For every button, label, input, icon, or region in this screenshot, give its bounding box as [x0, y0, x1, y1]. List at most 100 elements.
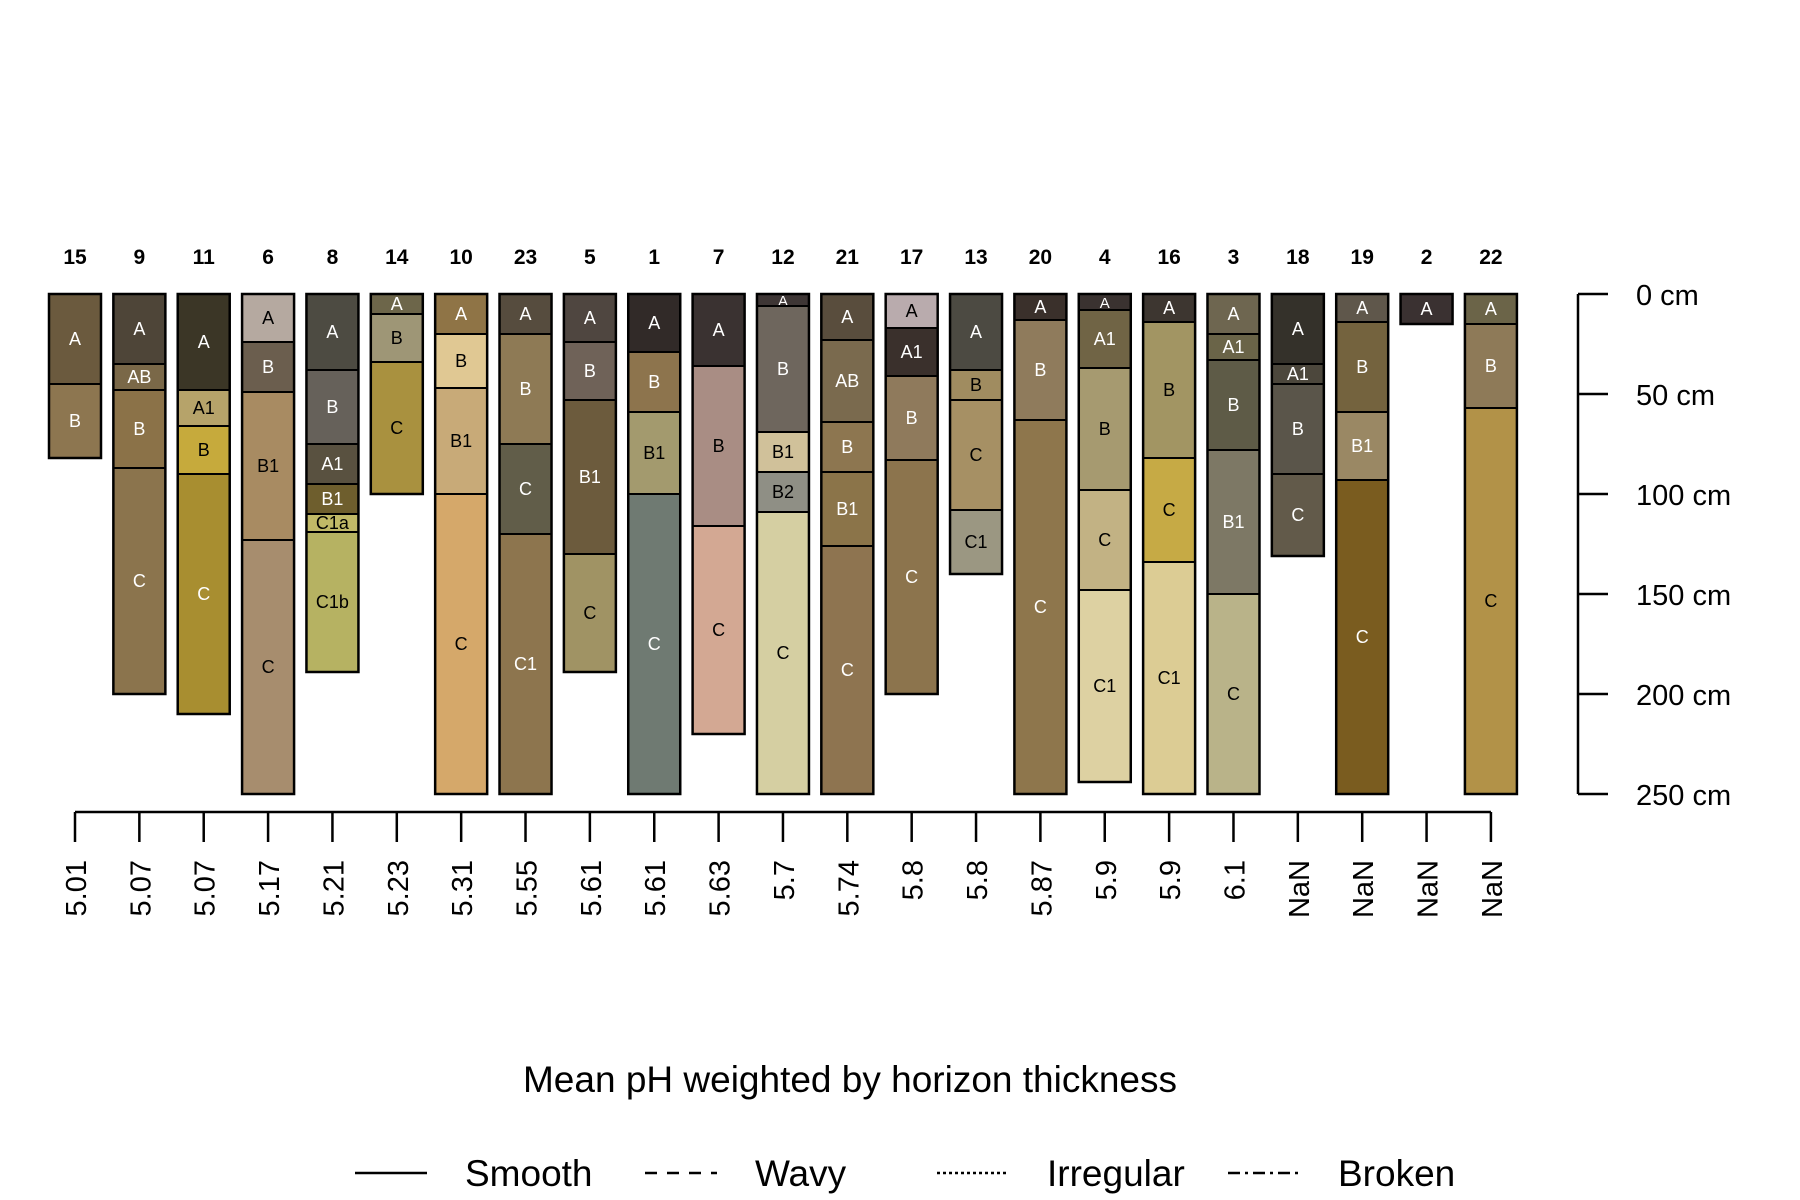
- legend-label: Wavy: [755, 1153, 847, 1194]
- horizon-label: B1: [579, 467, 601, 487]
- profile-6: 6 A B B1 C: [240, 246, 296, 796]
- horizon-10-C: [435, 494, 488, 794]
- horizon-16-C1: [1143, 562, 1196, 794]
- ph-tick-label: NaN: [1348, 860, 1380, 918]
- horizon-21-B1: [821, 472, 874, 546]
- horizon-15-A: [49, 294, 101, 384]
- horizon-1-B1: [628, 412, 681, 494]
- ph-tick-label: 6.1: [1219, 860, 1251, 900]
- depth-tick-label: 150 cm: [1636, 580, 1731, 612]
- ph-tick-label: 5.74: [833, 860, 865, 916]
- ph-tick-label: 5.8: [962, 860, 994, 900]
- ph-tick-label: NaN: [1284, 860, 1316, 918]
- horizon-label: A1: [1094, 329, 1116, 349]
- horizon-12-A: [756, 294, 809, 306]
- profile-outline: [112, 292, 167, 696]
- profile-18: 18 A A1 B C: [1270, 246, 1326, 558]
- profile-3: 3 A A1 B B1 C: [1206, 246, 1261, 796]
- horizon-label: C: [390, 418, 403, 438]
- horizon-label: B: [1099, 419, 1111, 439]
- horizon-label: B1: [257, 456, 279, 476]
- ph-tick-label: 5.31: [447, 860, 479, 916]
- horizon-12-C: [756, 512, 809, 794]
- horizon-11-A1: [177, 390, 230, 426]
- horizon-label: C1: [1158, 668, 1181, 688]
- profile-id-label: 15: [63, 246, 87, 269]
- horizon-label: A: [906, 301, 918, 321]
- horizon-8-A1: [306, 444, 359, 484]
- horizon-14-C: [370, 362, 423, 494]
- horizon-4-B: [1078, 368, 1131, 490]
- horizon-label: B1: [1222, 512, 1244, 532]
- depth-tick-label: 50 cm: [1636, 380, 1715, 412]
- profile-outline: [1077, 292, 1133, 784]
- horizon-4-C1: [1078, 590, 1131, 782]
- profile-id-label: 2: [1421, 246, 1433, 269]
- horizon-6-B: [242, 342, 295, 392]
- horizon-label: B: [69, 411, 81, 431]
- profile-id-label: 21: [836, 246, 860, 269]
- depth-tick-label: 100 cm: [1636, 480, 1731, 512]
- horizon-label: B: [1485, 356, 1497, 376]
- horizon-9-A: [113, 294, 166, 364]
- horizon-2-A: [1400, 294, 1453, 324]
- profile-id-label: 12: [771, 246, 794, 269]
- horizon-label: B: [1227, 395, 1239, 415]
- horizon-1-C: [628, 494, 681, 794]
- horizon-23-A: [499, 294, 552, 334]
- profile-23: 23 A B C C1: [498, 246, 553, 796]
- horizon-label: A: [1356, 298, 1368, 318]
- horizon-19-B: [1336, 322, 1389, 412]
- horizon-18-A: [1271, 294, 1324, 364]
- horizon-label: B: [198, 440, 210, 460]
- profile-id-label: 18: [1286, 246, 1310, 269]
- profile-2: 2A: [1399, 246, 1454, 326]
- horizon-16-B: [1143, 322, 1196, 458]
- profile-22: 22 A B C: [1463, 246, 1519, 796]
- horizon-6-C: [242, 540, 295, 794]
- profile-id-label: 20: [1029, 246, 1052, 269]
- horizon-3-B: [1207, 360, 1260, 450]
- horizon-13-C1: [950, 510, 1003, 574]
- horizon-3-C: [1207, 594, 1260, 794]
- horizon-10-A: [435, 294, 488, 334]
- horizon-5-C: [563, 554, 616, 672]
- horizon-16-C: [1143, 458, 1196, 562]
- horizon-label: A: [1227, 304, 1239, 324]
- horizon-label: C: [1227, 684, 1240, 704]
- horizon-label: B: [391, 328, 403, 348]
- horizon-21-B: [821, 422, 874, 472]
- horizon-label: C: [1034, 597, 1047, 617]
- profile-id-label: 7: [713, 246, 725, 269]
- horizon-8-B: [306, 370, 359, 444]
- horizon-label: B: [777, 359, 789, 379]
- profile-5: 5 A B B1 C: [562, 246, 618, 674]
- horizon-17-A1: [885, 328, 938, 376]
- profile-id-label: 19: [1351, 246, 1374, 269]
- horizon-label: B: [970, 375, 982, 395]
- horizon-label: C: [262, 657, 275, 677]
- horizon-label: C1a: [316, 513, 350, 533]
- ph-tick-label: 5.61: [640, 860, 672, 916]
- profile-outline: [562, 292, 618, 674]
- horizon-4-A: [1078, 294, 1131, 310]
- profile-id-label: 23: [514, 246, 537, 269]
- profile-id-label: 10: [449, 246, 472, 269]
- horizon-label: A: [584, 308, 596, 328]
- ph-tick-label: 5.55: [512, 860, 544, 916]
- horizon-label: A: [1485, 299, 1497, 319]
- horizon-label: B: [1163, 380, 1175, 400]
- profile-13: 13 A B C C1: [948, 246, 1004, 576]
- profile-outline: [176, 292, 231, 716]
- ph-tick-label: 5.9: [1155, 860, 1187, 900]
- horizon-5-B: [563, 342, 616, 400]
- profile-20: 20 A B C: [1013, 246, 1068, 796]
- horizon-label: C: [841, 660, 854, 680]
- horizon-6-A: [242, 294, 295, 342]
- horizon-7-A: [692, 294, 745, 366]
- profile-1: 1 A B B1 C: [626, 246, 682, 796]
- horizon-21-A: [821, 294, 874, 340]
- horizon-label: C: [905, 567, 918, 587]
- horizon-label: B1: [836, 499, 858, 519]
- horizon-12-B1: [756, 432, 809, 472]
